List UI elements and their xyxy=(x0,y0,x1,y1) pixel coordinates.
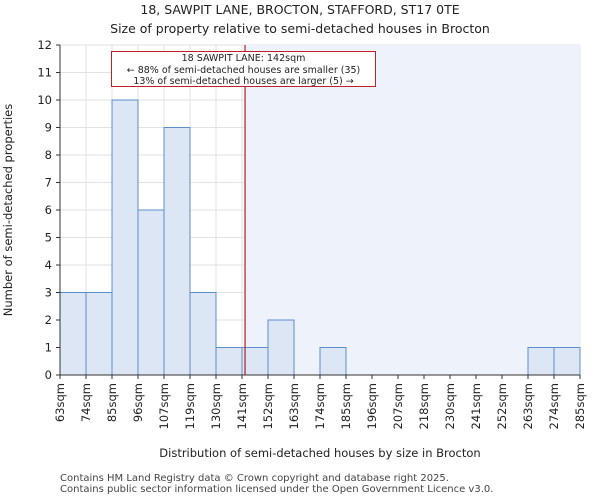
bar xyxy=(241,347,269,376)
annotation-line-2: ← 88% of semi-detached houses are smalle… xyxy=(126,64,361,76)
bar xyxy=(163,127,191,376)
bar xyxy=(85,292,113,376)
y-tick-label: 0 xyxy=(45,368,52,382)
x-tick-label: 85sqm xyxy=(105,383,119,422)
bar xyxy=(215,347,243,376)
x-tick-label: 74sqm xyxy=(79,383,93,422)
footer-line-1: Contains HM Land Registry data © Crown c… xyxy=(60,473,449,484)
y-tick-label: 4 xyxy=(45,258,52,272)
x-tick-label: 141sqm xyxy=(235,383,249,429)
x-tick-label: 174sqm xyxy=(313,383,327,429)
x-tick-label: 252sqm xyxy=(495,383,509,429)
x-tick-label: 263sqm xyxy=(521,383,535,429)
x-tick-label: 119sqm xyxy=(183,383,197,429)
bar xyxy=(319,347,347,376)
x-tick-label: 63sqm xyxy=(53,383,67,422)
x-tick-label: 130sqm xyxy=(209,383,223,429)
y-tick-label: 12 xyxy=(37,38,52,52)
x-tick-label: 274sqm xyxy=(547,383,561,429)
x-tick-label: 230sqm xyxy=(443,383,457,429)
y-tick-label: 3 xyxy=(45,286,52,300)
y-tick-label: 9 xyxy=(45,121,52,135)
bar xyxy=(189,292,217,376)
y-tick-label: 1 xyxy=(45,341,52,355)
y-axis-label: Number of semi-detached properties xyxy=(1,104,15,316)
bar xyxy=(59,292,87,376)
x-tick-label: 163sqm xyxy=(287,383,301,429)
y-tick-label: 2 xyxy=(45,313,52,327)
highlight-region xyxy=(245,45,580,375)
bar xyxy=(553,347,581,376)
y-tick-label: 5 xyxy=(45,231,52,245)
larger-region xyxy=(245,45,580,375)
y-tick-label: 8 xyxy=(45,148,52,162)
footer-line-2: Contains public sector information licen… xyxy=(60,484,494,495)
bar xyxy=(111,99,139,376)
x-tick-label: 207sqm xyxy=(391,383,405,429)
y-tick-label: 6 xyxy=(45,203,52,217)
annotation-line-3: 13% of semi-detached houses are larger (… xyxy=(133,76,354,87)
x-tick-label: 185sqm xyxy=(339,383,353,429)
bar xyxy=(137,209,165,376)
y-tick-label: 11 xyxy=(37,66,52,80)
x-tick-label: 196sqm xyxy=(365,383,379,429)
chart-title: 18, SAWPIT LANE, BROCTON, STAFFORD, ST17… xyxy=(140,2,460,17)
bar xyxy=(527,347,555,376)
x-tick-label: 241sqm xyxy=(469,383,483,429)
annotation-line-1: 18 SAWPIT LANE: 142sqm xyxy=(181,53,306,64)
y-tick-label: 7 xyxy=(45,176,52,190)
annotation-box: 18 SAWPIT LANE: 142sqm ← 88% of semi-det… xyxy=(111,51,376,87)
y-tick-label: 10 xyxy=(37,93,52,107)
bars xyxy=(59,99,581,376)
x-tick-label: 96sqm xyxy=(131,383,145,422)
x-tick-label: 107sqm xyxy=(157,383,171,429)
x-tick-label: 152sqm xyxy=(261,383,275,429)
bar xyxy=(267,319,295,376)
x-tick-label: 285sqm xyxy=(573,383,587,429)
x-axis-label: Distribution of semi-detached houses by … xyxy=(159,446,480,460)
chart-subtitle: Size of property relative to semi-detach… xyxy=(110,21,490,36)
x-tick-label: 218sqm xyxy=(417,383,431,429)
